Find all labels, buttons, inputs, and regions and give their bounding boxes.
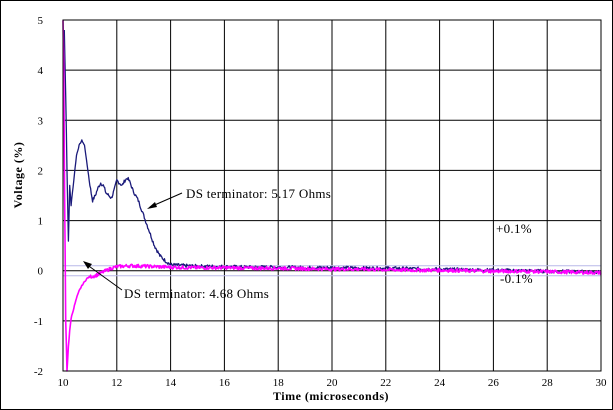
x-tick-label: 24 [434,377,446,389]
reference-lines [63,265,601,277]
ref-label-minus: -0.1% [500,271,533,286]
plot-border [62,19,602,372]
x-tick-label: 14 [165,377,177,389]
annotation-4-68: DS terminator: 4.68 Ohms [124,286,269,301]
x-tick-label: 26 [488,377,500,389]
y-tick-label: 5 [38,15,44,27]
grid [62,19,602,372]
x-tick-label: 28 [542,377,554,389]
annotation-arrow-4-68 [85,263,123,291]
x-tick-label: 20 [327,377,339,389]
series-line-1 [63,29,602,275]
series-line-2 [62,20,602,372]
y-tick-labels: -2 -1 0 1 2 3 4 5 [34,15,44,378]
y-tick-label: -1 [34,316,43,328]
y-tick-label: -2 [34,366,43,378]
y-tick-label: 2 [38,165,44,177]
x-tick-label: 16 [219,377,231,389]
annotation-5-17: DS terminator: 5.17 Ohms [186,186,331,201]
x-tick-label: 10 [58,377,70,389]
y-tick-label: 3 [38,115,44,127]
y-tick-label: 4 [38,65,44,77]
x-tick-labels: 10 12 14 16 18 20 22 24 26 28 30 [58,377,608,389]
x-axis-title: Time (microseconds) [273,389,389,403]
x-tick-label: 22 [380,377,391,389]
x-tick-label: 30 [596,377,608,389]
annotation-arrowhead-5-17 [147,202,157,209]
y-tick-label: 0 [38,266,44,278]
x-tick-label: 12 [111,377,122,389]
y-tick-label: 1 [38,216,44,228]
ref-label-plus: +0.1% [496,221,532,236]
series-layer [62,20,602,372]
annotation-arrowhead-4-68 [83,261,92,269]
x-tick-label: 18 [273,377,285,389]
y-axis-title: Voltage (%) [11,142,25,209]
